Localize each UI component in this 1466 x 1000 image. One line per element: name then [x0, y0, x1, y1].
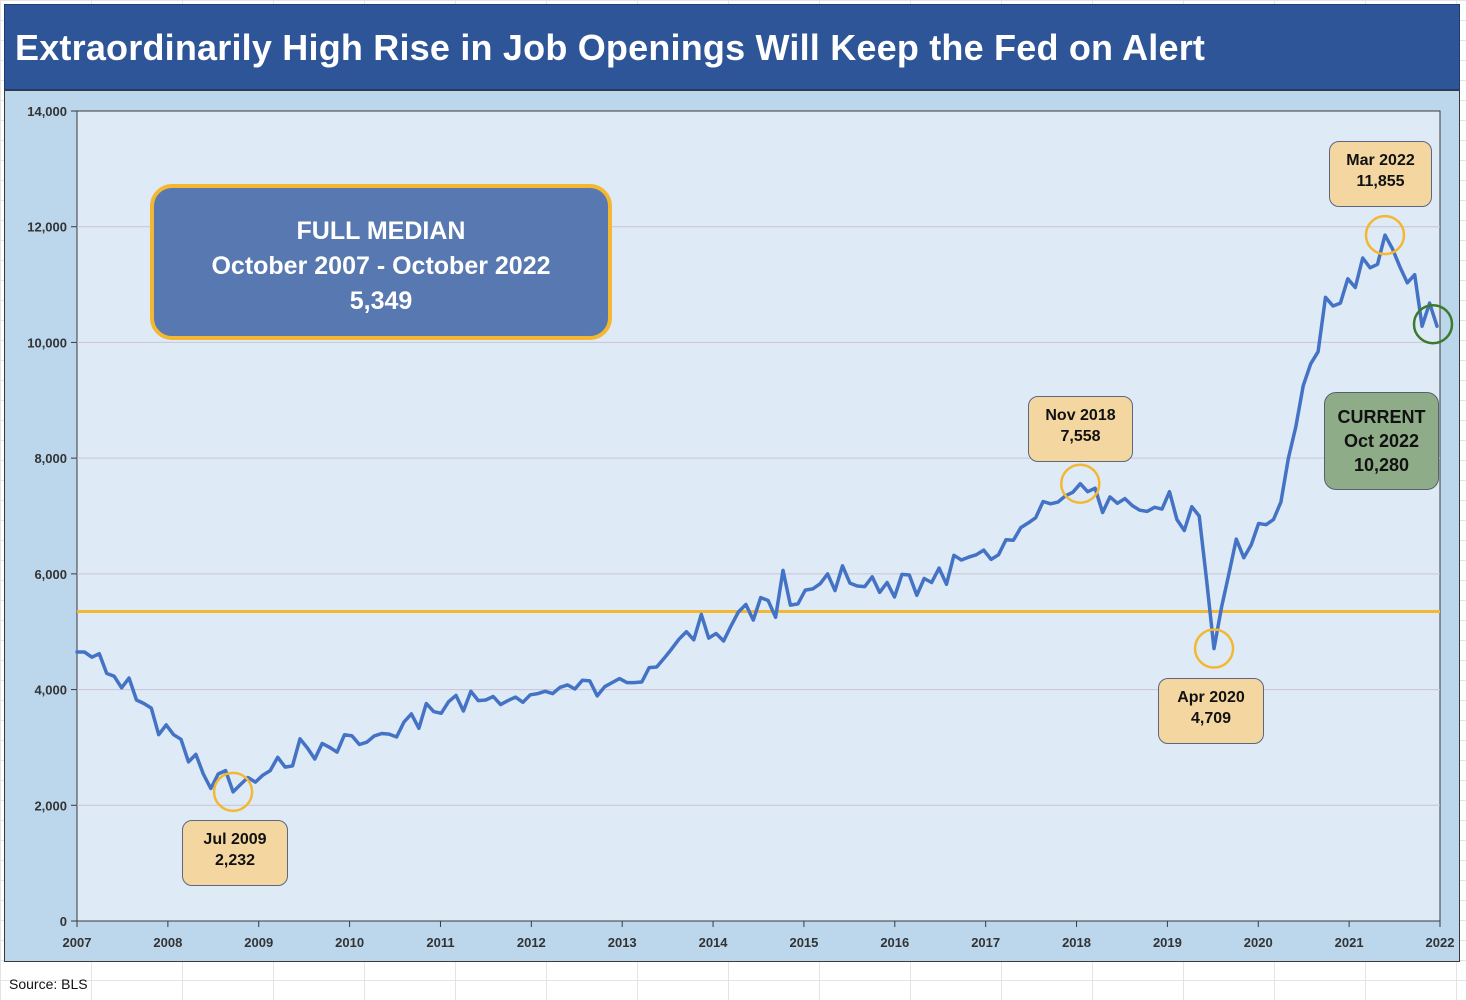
x-tick-label: 2013 — [608, 935, 637, 950]
y-tick-label: 2,000 — [34, 798, 67, 813]
y-tick-label: 6,000 — [34, 567, 67, 582]
highlight-circle-mar-2022 — [1364, 214, 1406, 256]
y-tick-label: 8,000 — [34, 451, 67, 466]
callout-value: 7,558 — [1060, 428, 1101, 445]
x-tick-label: 2021 — [1335, 935, 1364, 950]
callout-jul-2009: Jul 2009 2,232 — [182, 820, 288, 886]
source-note: Source: BLS — [9, 976, 88, 992]
callout-date: Jul 2009 — [203, 831, 267, 848]
current-value: 10,280 — [1353, 455, 1410, 475]
current-value-box: CURRENT Oct 2022 10,280 — [1324, 392, 1439, 490]
x-tick-label: 2009 — [244, 935, 273, 950]
callout-apr-2020: Apr 2020 4,709 — [1158, 678, 1264, 744]
job-openings-line — [75, 233, 1439, 794]
current-date: Oct 2022 — [1343, 431, 1420, 451]
title-bar: Extraordinarily High Rise in Job Opening… — [4, 4, 1460, 90]
x-tick-label: 2015 — [789, 935, 818, 950]
current-label: CURRENT — [1337, 407, 1426, 427]
x-tick-label: 2017 — [971, 935, 1000, 950]
callout-value: 11,855 — [1356, 173, 1405, 190]
x-tick-label: 2019 — [1153, 935, 1182, 950]
x-tick-label: 2018 — [1062, 935, 1091, 950]
highlight-circle-nov-2018 — [1060, 463, 1101, 504]
x-tick-label: 2007 — [63, 935, 92, 950]
median-box-value: 5,349 — [349, 287, 413, 315]
x-tick-label: 2010 — [335, 935, 364, 950]
y-tick-label: 0 — [60, 914, 67, 929]
chart-title: Extraordinarily High Rise in Job Opening… — [15, 27, 1206, 68]
full-median-box: FULL MEDIAN October 2007 - October 2022 … — [150, 184, 612, 340]
callout-date: Nov 2018 — [1045, 407, 1116, 424]
x-tick-label: 2020 — [1244, 935, 1273, 950]
y-tick-label: 12,000 — [27, 220, 67, 235]
y-tick-label: 14,000 — [27, 104, 67, 119]
callout-nov-2018: Nov 2018 7,558 — [1028, 396, 1133, 462]
x-tick-label: 2014 — [699, 935, 729, 950]
y-tick-label: 4,000 — [34, 683, 67, 698]
y-tick-label: 10,000 — [27, 335, 67, 350]
callout-mar-2022: Mar 2022 11,855 — [1329, 141, 1432, 207]
x-tick-label: 2012 — [517, 935, 546, 950]
median-box-period: October 2007 - October 2022 — [211, 252, 551, 280]
x-tick-label: 2008 — [153, 935, 182, 950]
callout-value: 4,709 — [1190, 710, 1232, 727]
x-tick-label: 2011 — [426, 935, 454, 950]
callout-date: Apr 2020 — [1177, 689, 1245, 706]
callout-value: 2,232 — [214, 852, 256, 869]
highlight-circle-apr-2020 — [1193, 628, 1235, 669]
median-box-title: FULL MEDIAN — [296, 217, 466, 245]
x-tick-label: 2016 — [880, 935, 909, 950]
highlight-circle-jul-2009 — [212, 771, 254, 813]
callout-date: Mar 2022 — [1346, 152, 1415, 169]
x-tick-label: 2022 — [1426, 935, 1455, 950]
highlight-circle-current — [1412, 303, 1454, 345]
